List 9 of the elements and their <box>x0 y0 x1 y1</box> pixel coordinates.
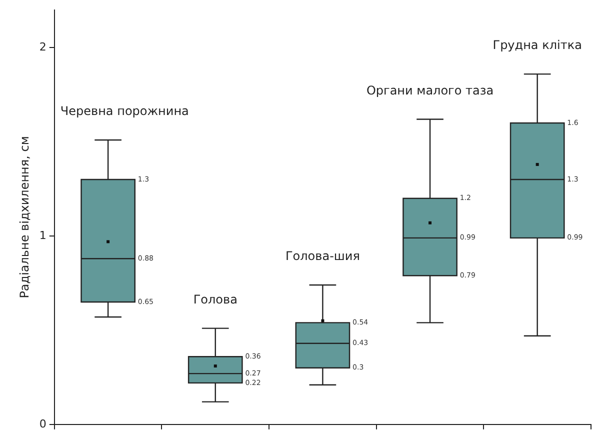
x-tick-label: Черевна порожнина <box>60 104 189 118</box>
y-tick-label: 2 <box>39 40 46 54</box>
y-tick-label: 0 <box>39 417 46 430</box>
y-tick-label: 1 <box>39 228 46 242</box>
x-tick-label: Органи малого таза <box>366 83 494 98</box>
y-axis-title: Радіальне відхилення, см <box>17 136 32 298</box>
x-tick-label: Голова-шия <box>285 249 360 264</box>
x-tick-label: Грудна клітка <box>492 38 582 52</box>
x-tick-label: Голова <box>193 292 238 306</box>
